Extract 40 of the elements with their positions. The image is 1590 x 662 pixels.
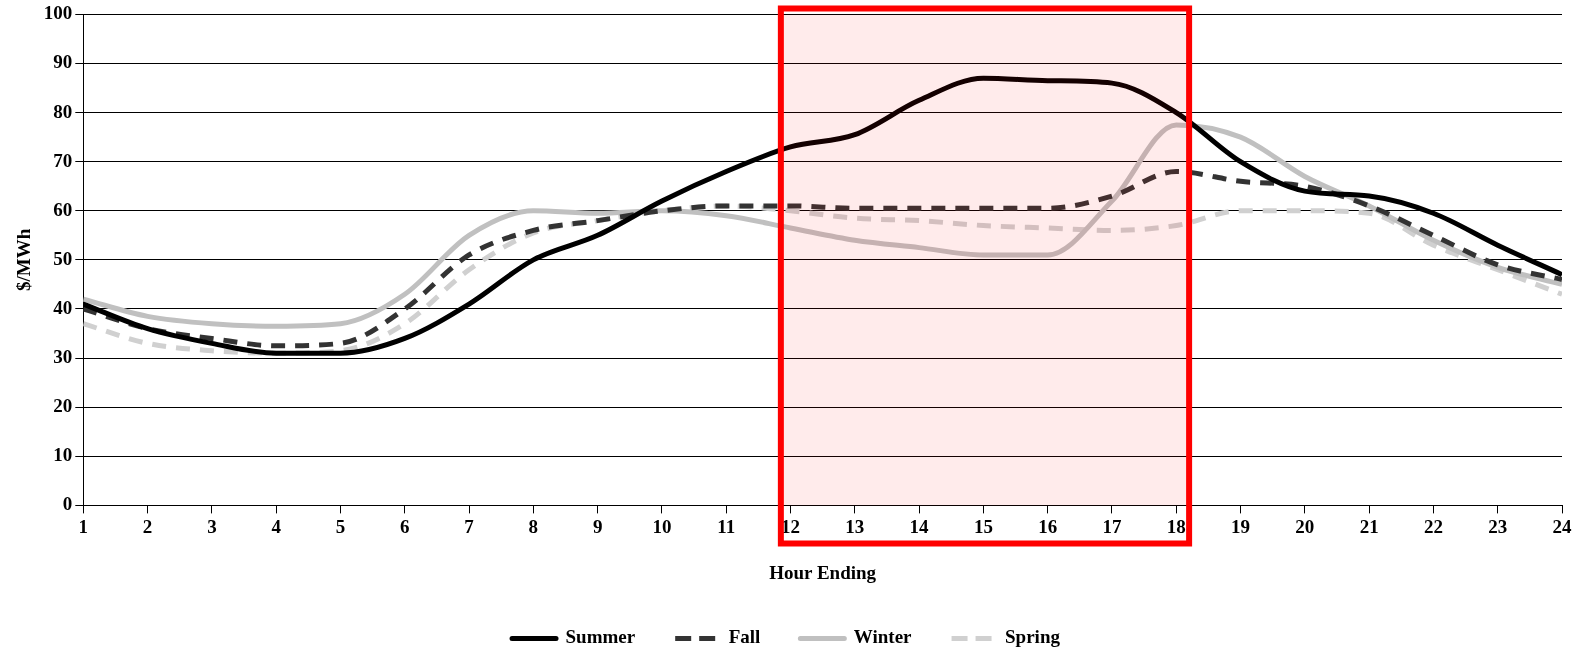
x-tick-label: 7 [464, 515, 475, 537]
x-tick-label: 2 [142, 515, 153, 537]
x-tick-label: 24 [1552, 515, 1572, 537]
y-tick-label: 70 [53, 149, 73, 171]
x-tick-label: 13 [845, 515, 865, 537]
y-axis-title: $/MWh [13, 228, 35, 292]
y-tick-label: 60 [53, 198, 73, 220]
x-tick-label: 5 [335, 515, 346, 537]
y-tick-label: 50 [53, 247, 73, 269]
y-tick-label: 80 [53, 100, 73, 122]
x-tick-label: 11 [717, 515, 736, 537]
x-tick-label: 20 [1295, 515, 1315, 537]
x-tick-label: 6 [400, 515, 410, 537]
x-tick-label: 16 [1038, 515, 1058, 537]
y-tick-label: 20 [53, 395, 73, 417]
x-axis-title: Hour Ending [769, 561, 877, 583]
y-tick-label: 0 [62, 493, 73, 515]
x-tick-label: 17 [1102, 515, 1122, 537]
x-tick-label: 10 [652, 515, 672, 537]
x-tick-label: 19 [1231, 515, 1251, 537]
x-tick-label: 21 [1359, 515, 1379, 537]
x-tick-label: 9 [592, 515, 603, 537]
y-tick-label: 90 [53, 51, 73, 73]
y-tick-label: 30 [53, 346, 73, 368]
legend-label: Winter [853, 626, 913, 648]
x-tick-label: 15 [973, 515, 993, 537]
legend-label: Summer [565, 626, 636, 648]
y-tick-label: 40 [53, 296, 73, 318]
x-tick-label: 4 [271, 515, 282, 537]
y-tick-label: 100 [43, 2, 73, 24]
x-tick-label: 18 [1166, 515, 1186, 537]
legend-label: Fall [728, 626, 761, 648]
x-tick-label: 22 [1423, 515, 1443, 537]
y-tick-label: 10 [53, 444, 73, 466]
legend-label: Spring [1005, 626, 1061, 648]
x-tick-label: 23 [1488, 515, 1508, 537]
x-tick-label: 1 [78, 515, 89, 537]
x-tick-label: 14 [909, 515, 930, 537]
x-tick-label: 8 [528, 515, 539, 537]
x-tick-label: 3 [207, 515, 217, 537]
